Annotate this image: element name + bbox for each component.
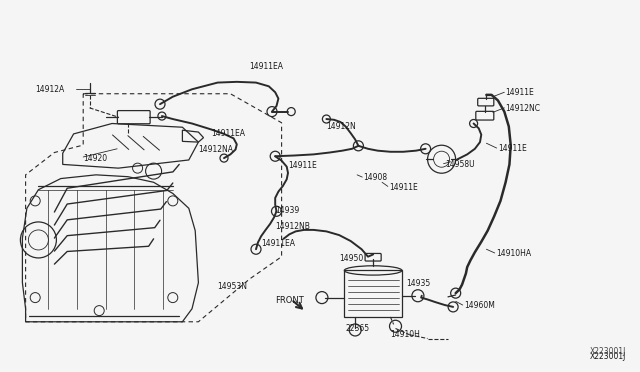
Text: 14911E: 14911E: [498, 144, 527, 153]
Text: 14911E: 14911E: [389, 183, 418, 192]
Text: X223001J: X223001J: [589, 352, 626, 361]
Text: 14911EA: 14911EA: [250, 62, 284, 71]
Text: 14908: 14908: [364, 173, 388, 182]
Text: 22365: 22365: [346, 324, 370, 333]
Text: 14910HA: 14910HA: [496, 249, 531, 258]
Text: 14950: 14950: [339, 254, 364, 263]
Text: FRONT: FRONT: [275, 296, 304, 305]
Text: 14911E: 14911E: [288, 161, 317, 170]
Bar: [344, 270, 402, 317]
Text: 14911E: 14911E: [506, 88, 534, 97]
Text: 14912NA: 14912NA: [198, 145, 234, 154]
Text: 14953N: 14953N: [218, 282, 248, 291]
Text: 14912NB: 14912NB: [275, 222, 310, 231]
Text: 14910H: 14910H: [390, 330, 420, 339]
Text: 14911EA: 14911EA: [261, 239, 295, 248]
Text: 14911EA: 14911EA: [211, 129, 245, 138]
Text: X223001J: X223001J: [589, 347, 626, 356]
Text: 14912NC: 14912NC: [506, 104, 541, 113]
Text: 14912A: 14912A: [35, 85, 64, 94]
Text: 14960M: 14960M: [464, 301, 495, 310]
Text: 14920: 14920: [83, 154, 108, 163]
Text: 14939: 14939: [275, 206, 300, 215]
Text: 14958U: 14958U: [445, 160, 474, 169]
Text: 14912N: 14912N: [326, 122, 356, 131]
Text: 14935: 14935: [406, 279, 431, 288]
